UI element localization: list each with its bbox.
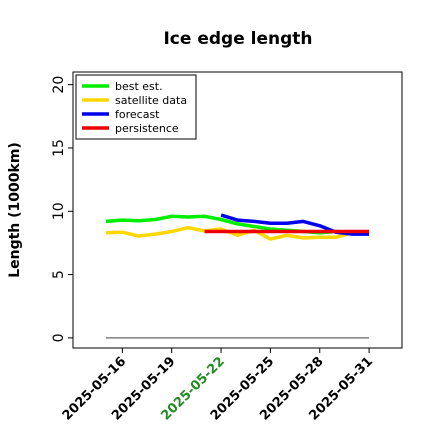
- legend-label-forecast: forecast: [115, 108, 160, 121]
- legend-label-persistence: persistence: [115, 122, 179, 135]
- legend-label-satellite-data: satellite data: [115, 94, 187, 107]
- y-tick-label: 15: [51, 139, 67, 157]
- y-tick-label: 10: [51, 202, 67, 220]
- chart-title: Ice edge length: [163, 29, 312, 49]
- y-tick-label: 0: [51, 333, 67, 342]
- y-tick-label: 20: [51, 76, 67, 94]
- y-tick-label: 5: [51, 270, 67, 279]
- legend: best est.satellite dataforecastpersisten…: [75, 74, 197, 140]
- y-axis-label: Length (1000km): [7, 142, 23, 278]
- legend-label-best-est-: best est.: [115, 80, 163, 93]
- plot-frame: [72, 71, 403, 349]
- series-satellite-data-line: [105, 225, 370, 241]
